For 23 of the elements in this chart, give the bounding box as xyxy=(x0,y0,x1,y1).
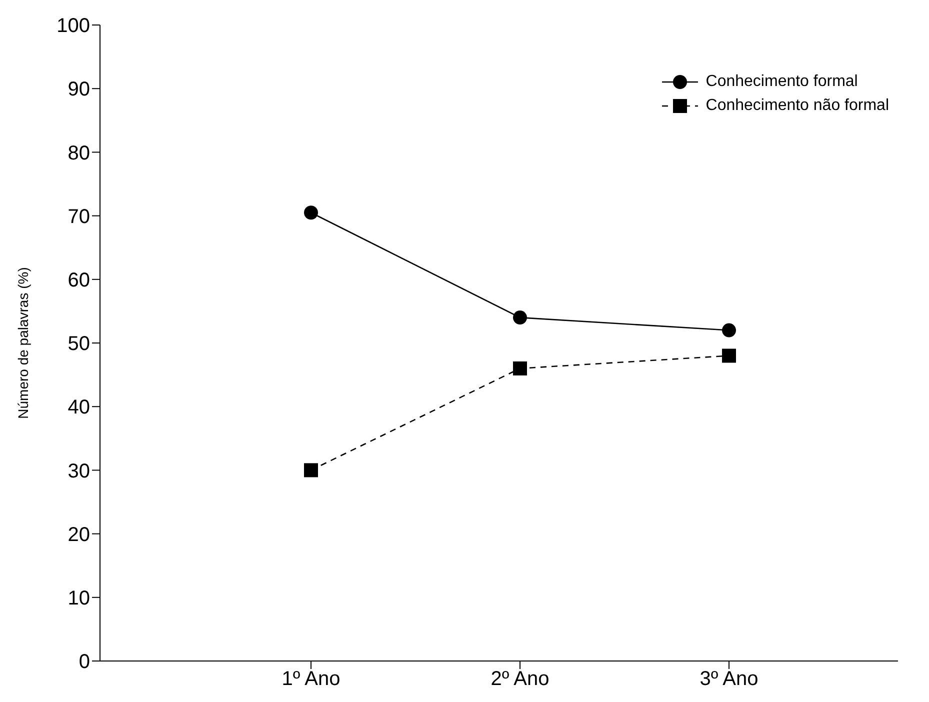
y-tick-label: 40 xyxy=(68,396,90,419)
point xyxy=(722,323,736,338)
point xyxy=(304,463,318,478)
x-tick-label: 3º Ano xyxy=(700,668,758,690)
y-tick-label: 50 xyxy=(68,333,90,356)
y-tick-label: 100 xyxy=(56,15,90,38)
point xyxy=(513,310,527,325)
y-tick-label: 30 xyxy=(68,460,90,482)
y-tick-label: 0 xyxy=(78,651,90,674)
point xyxy=(513,361,527,376)
y-tick-label: 90 xyxy=(68,78,90,101)
x-tick-label: 2º Ano xyxy=(490,668,550,690)
legend-label: Conhecimento não formal xyxy=(706,97,889,115)
point xyxy=(304,206,318,220)
legend-label: Conhecimento formal xyxy=(706,73,858,91)
y-tick-label: 70 xyxy=(68,206,90,228)
x-tick-label: 1º Ano xyxy=(282,668,340,690)
point xyxy=(722,348,736,363)
y-axis-title: Número de palavras (%) xyxy=(14,267,31,419)
y-tick-label: 20 xyxy=(68,524,90,546)
y-tick-label: 60 xyxy=(68,270,90,292)
y-tick-label: 10 xyxy=(68,588,90,610)
y-tick-label: 80 xyxy=(68,142,90,164)
